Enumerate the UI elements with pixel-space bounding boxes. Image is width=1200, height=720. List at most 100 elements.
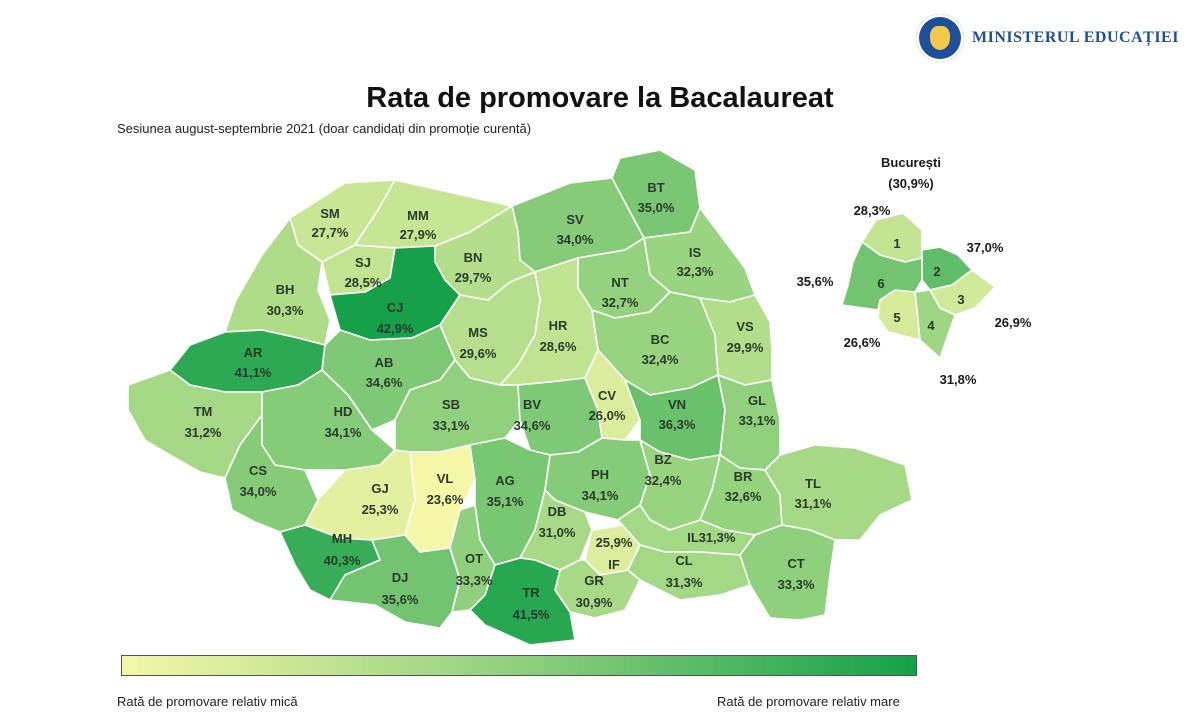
label-code-IL: IL [687, 530, 699, 545]
label-code-NT: NT [611, 275, 628, 290]
label-code-VS: VS [736, 319, 754, 334]
sector-1-value: 28,3% [854, 203, 891, 218]
sector-4-number: 4 [927, 318, 935, 333]
label-value-TR: 41,5% [513, 607, 550, 622]
county-TR [469, 557, 576, 646]
label-value-DJ: 35,6% [382, 592, 419, 607]
label-code-HR: HR [549, 318, 568, 333]
county-shapes [127, 149, 913, 646]
label-code-SM: SM [320, 206, 340, 221]
sector-4 [914, 289, 956, 359]
sector-5-value: 26,6% [844, 335, 881, 350]
label-code-PH: PH [591, 467, 609, 482]
sector-6 [841, 241, 923, 311]
label-value-MH: 40,3% [324, 553, 361, 568]
label-code-BZ: BZ [654, 452, 671, 467]
label-value-AR: 41,1% [235, 365, 272, 380]
label-code-GL: GL [748, 393, 766, 408]
label-code-IF: IF [608, 557, 620, 572]
label-code-AB: AB [375, 355, 394, 370]
label-value-VL: 23,6% [427, 492, 464, 507]
label-code-AR: AR [244, 345, 263, 360]
label-code-BR: BR [734, 469, 753, 484]
label-value-CJ: 42,9% [377, 321, 414, 336]
label-code-DB: DB [548, 504, 567, 519]
label-value-MS: 29,6% [460, 346, 497, 361]
label-value-GR: 30,9% [576, 595, 613, 610]
label-value-MM: 27,9% [400, 227, 437, 242]
label-value-SM: 27,7% [312, 225, 349, 240]
label-value-SV: 34,0% [557, 232, 594, 247]
label-code-SV: SV [566, 212, 584, 227]
label-value-BZ: 32,4% [645, 473, 682, 488]
label-code-GJ: GJ [371, 481, 388, 496]
label-value-CT: 33,3% [778, 577, 815, 592]
label-code-DJ: DJ [392, 570, 409, 585]
label-value-TL: 31,1% [795, 496, 832, 511]
label-value-CS: 34,0% [240, 484, 277, 499]
label-code-OT: OT [465, 551, 483, 566]
label-code-SB: SB [442, 397, 460, 412]
label-code-BN: BN [464, 250, 483, 265]
label-value-AB: 34,6% [366, 375, 403, 390]
sector-4-value: 31,8% [940, 372, 977, 387]
label-code-VL: VL [437, 471, 454, 486]
label-code-AG: AG [495, 473, 515, 488]
coat-of-arms-icon [916, 14, 964, 62]
label-code-MS: MS [468, 325, 488, 340]
label-code-GR: GR [584, 573, 604, 588]
label-value-BN: 29,7% [455, 270, 492, 285]
bucharest-sector-labels: 1 2 3 4 5 6 28,3% 37,0% 26,9% 31,8% 26,6… [797, 203, 1032, 387]
legend-low-label: Rată de promovare relativ mică [117, 694, 298, 709]
label-value-BT: 35,0% [638, 200, 675, 215]
county-VS [699, 294, 773, 386]
label-code-BC: BC [651, 332, 670, 347]
label-code-IS: IS [689, 245, 702, 260]
label-value-SJ: 28,5% [345, 275, 382, 290]
label-code-BH: BH [276, 282, 295, 297]
label-value-CL: 31,3% [666, 575, 703, 590]
label-code-HD: HD [334, 404, 353, 419]
label-value-BR: 32,6% [725, 489, 762, 504]
legend-high-label: Rată de promovare relativ mare [717, 694, 900, 709]
label-code-BV: BV [523, 397, 541, 412]
label-value-AG: 35,1% [487, 494, 524, 509]
label-value-VS: 29,9% [727, 340, 764, 355]
sector-1-number: 1 [893, 236, 900, 251]
label-code-CV: CV [598, 388, 616, 403]
label-value-IS: 32,3% [677, 264, 714, 279]
sector-6-value: 35,6% [797, 274, 834, 289]
sector-3-value: 26,9% [995, 315, 1032, 330]
label-value-OT: 33,3% [456, 573, 493, 588]
label-code-MM: MM [407, 208, 429, 223]
page-title: Rata de promovare la Bacalaureat [366, 82, 834, 114]
label-value-CV: 26,0% [589, 408, 626, 423]
label-value-VN: 36,3% [659, 417, 696, 432]
label-value-NT: 32,7% [602, 295, 639, 310]
bucharest-name: București [881, 155, 941, 170]
label-code-CT: CT [787, 556, 804, 571]
label-code-BT: BT [647, 180, 664, 195]
label-value-GL: 33,1% [739, 413, 776, 428]
label-value-PH: 34,1% [582, 488, 619, 503]
label-value-BV: 34,6% [514, 418, 551, 433]
county-CT [739, 524, 836, 621]
label-code-SJ: SJ [355, 255, 371, 270]
county-CV [584, 349, 641, 441]
sector-3-number: 3 [957, 292, 964, 307]
bucharest-total: (30,9%) [888, 176, 934, 191]
label-code-VN: VN [668, 397, 686, 412]
label-value-SB: 33,1% [433, 418, 470, 433]
sector-5-number: 5 [893, 310, 900, 325]
county-BH [224, 217, 331, 346]
county-labels: SM 27,7% MM 27,9% SV 34,0% BT 35,0% BH 3… [185, 180, 832, 622]
county-CS [224, 414, 319, 533]
page-subtitle: Sesiunea august-septembrie 2021 (doar ca… [117, 121, 532, 136]
label-code-TL: TL [805, 476, 821, 491]
label-value-HR: 28,6% [540, 339, 577, 354]
label-code-CJ: CJ [387, 300, 404, 315]
ministry-logo: MINISTERUL EDUCAȚIEI [916, 14, 1179, 62]
bucharest-sector-shapes [841, 212, 996, 359]
label-value-TM: 31,2% [185, 425, 222, 440]
